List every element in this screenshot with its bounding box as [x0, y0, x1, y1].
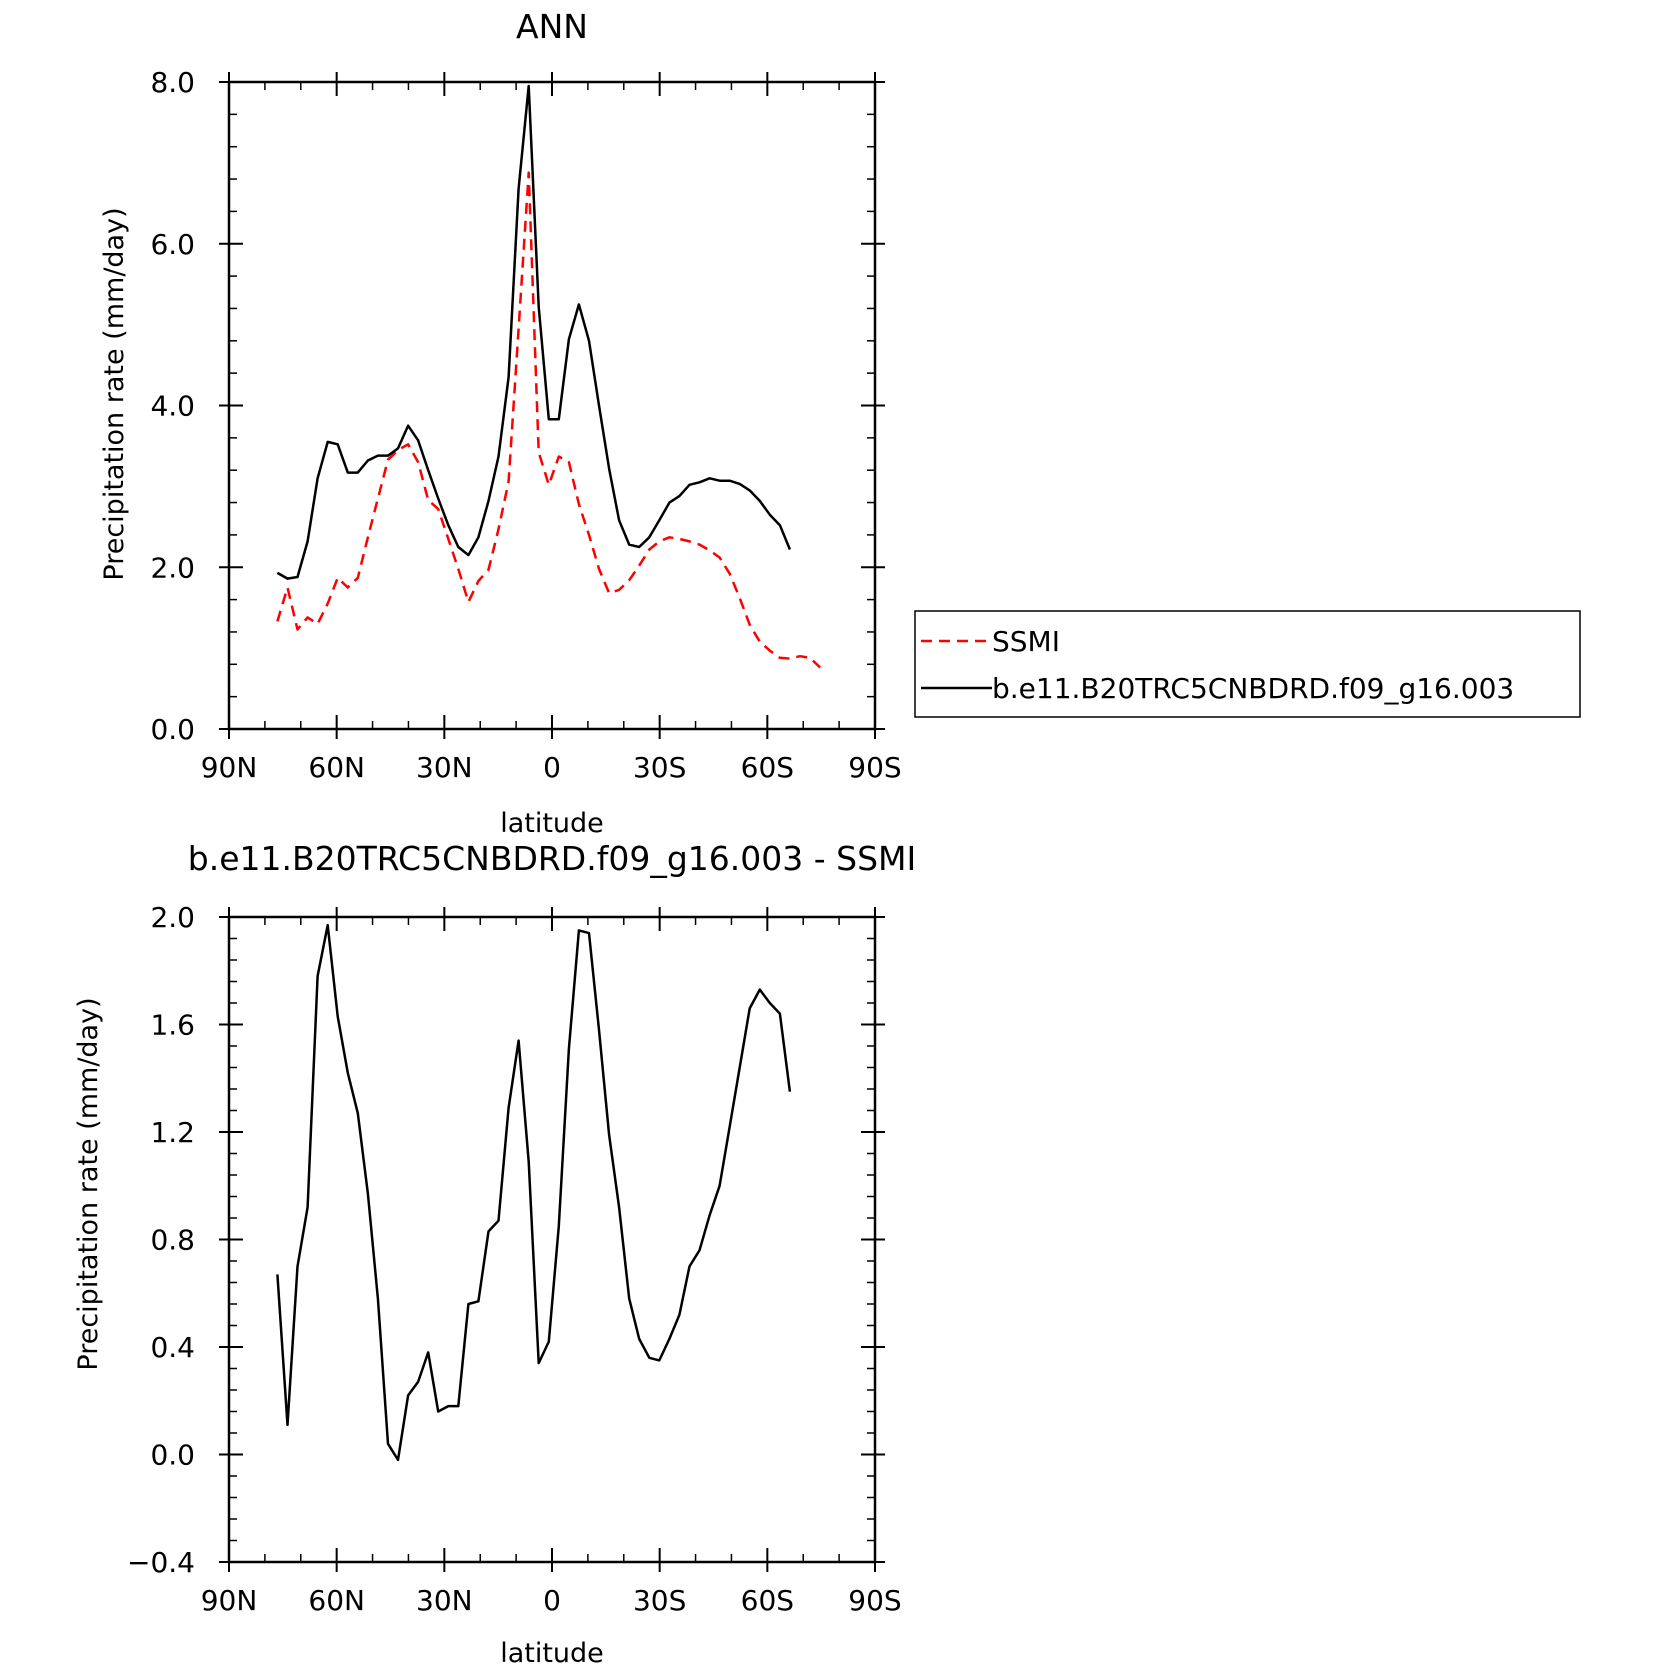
bottom-panel-ytick-label-4: 1.2	[150, 1116, 195, 1149]
bottom-panel-frame	[227, 915, 877, 1564]
bottom-panel-xtick-label-5: 60S	[741, 1584, 794, 1617]
top-panel-series-line-1	[276, 84, 792, 580]
bottom-panel-xtick-label-6: 90S	[848, 1584, 901, 1617]
bottom-panel-ytick-label-0: −0.4	[127, 1546, 195, 1579]
top-panel-xtick-label-0: 90N	[201, 751, 258, 784]
top-panel-annual-precipitation: ANN Precipitation rate (mm/day) latitude…	[99, 7, 1581, 839]
bottom-panel-xtick-label-3: 0	[543, 1584, 561, 1617]
top-panel-xtick-label-5: 60S	[741, 751, 794, 784]
top-panel-xtick-label-1: 60N	[308, 751, 365, 784]
bottom-panel-ytick-label-3: 0.8	[150, 1224, 195, 1257]
top-panel-ticks: 90N 60N 30N 0 30S 60S 90S 0.0 2.0 4.0 6.0 8.0	[150, 66, 901, 784]
top-panel-ytick-label-3: 6.0	[150, 228, 195, 261]
top-panel-title: ANN	[516, 7, 588, 46]
top-panel-xtick-label-6: 90S	[848, 751, 901, 784]
legend-label-ssmi: SSMI	[992, 625, 1060, 658]
bottom-panel-series-line-0	[276, 923, 792, 1462]
bottom-panel-ticks: 90N 60N 30N 0 30S 60S 90S −0.4 0.0 0.4 0.8 1.2 1.6 2.…	[127, 901, 902, 1617]
legend-box	[914, 610, 1581, 718]
legend-label-model: b.e11.B20TRC5CNBDRD.f09_g16.003	[992, 672, 1514, 705]
top-panel-lines	[276, 84, 821, 669]
top-panel-series-line-0	[276, 171, 821, 669]
bottom-panel-ytick-label-6: 2.0	[150, 901, 195, 934]
top-panel-ylabel: Precipitation rate (mm/day)	[99, 207, 130, 580]
bottom-panel-title: b.e11.B20TRC5CNBDRD.f09_g16.003 - SSMI	[188, 839, 916, 878]
bottom-panel-xtick-label-0: 90N	[201, 1584, 258, 1617]
top-panel-ytick-label-2: 4.0	[150, 390, 195, 423]
top-panel-xtick-label-2: 30N	[416, 751, 473, 784]
bottom-panel-ytick-label-2: 0.4	[150, 1331, 195, 1364]
bottom-panel-xlabel: latitude	[500, 1638, 604, 1669]
bottom-panel-xtick-label-4: 30S	[633, 1584, 686, 1617]
bottom-panel-difference: b.e11.B20TRC5CNBDRD.f09_g16.003 - SSMI P…	[73, 839, 916, 1669]
bottom-panel-ylabel: Precipitation rate (mm/day)	[73, 997, 104, 1370]
top-panel-ytick-label-4: 8.0	[150, 66, 195, 99]
top-panel-ytick-label-0: 0.0	[150, 713, 195, 746]
top-panel-frame	[227, 80, 877, 731]
bottom-panel-ytick-label-1: 0.0	[150, 1439, 195, 1472]
bottom-panel-xtick-label-2: 30N	[416, 1584, 473, 1617]
legend: SSMI b.e11.B20TRC5CNBDRD.f09_g16.003	[914, 610, 1581, 718]
bottom-panel-lines	[276, 923, 792, 1462]
top-panel-xlabel: latitude	[500, 808, 604, 839]
top-panel-xtick-label-3: 0	[543, 751, 561, 784]
top-panel-xtick-label-4: 30S	[633, 751, 686, 784]
bottom-panel-xtick-label-1: 60N	[308, 1584, 365, 1617]
bottom-panel-ytick-label-5: 1.6	[150, 1009, 195, 1042]
top-panel-ytick-label-1: 2.0	[150, 551, 195, 584]
